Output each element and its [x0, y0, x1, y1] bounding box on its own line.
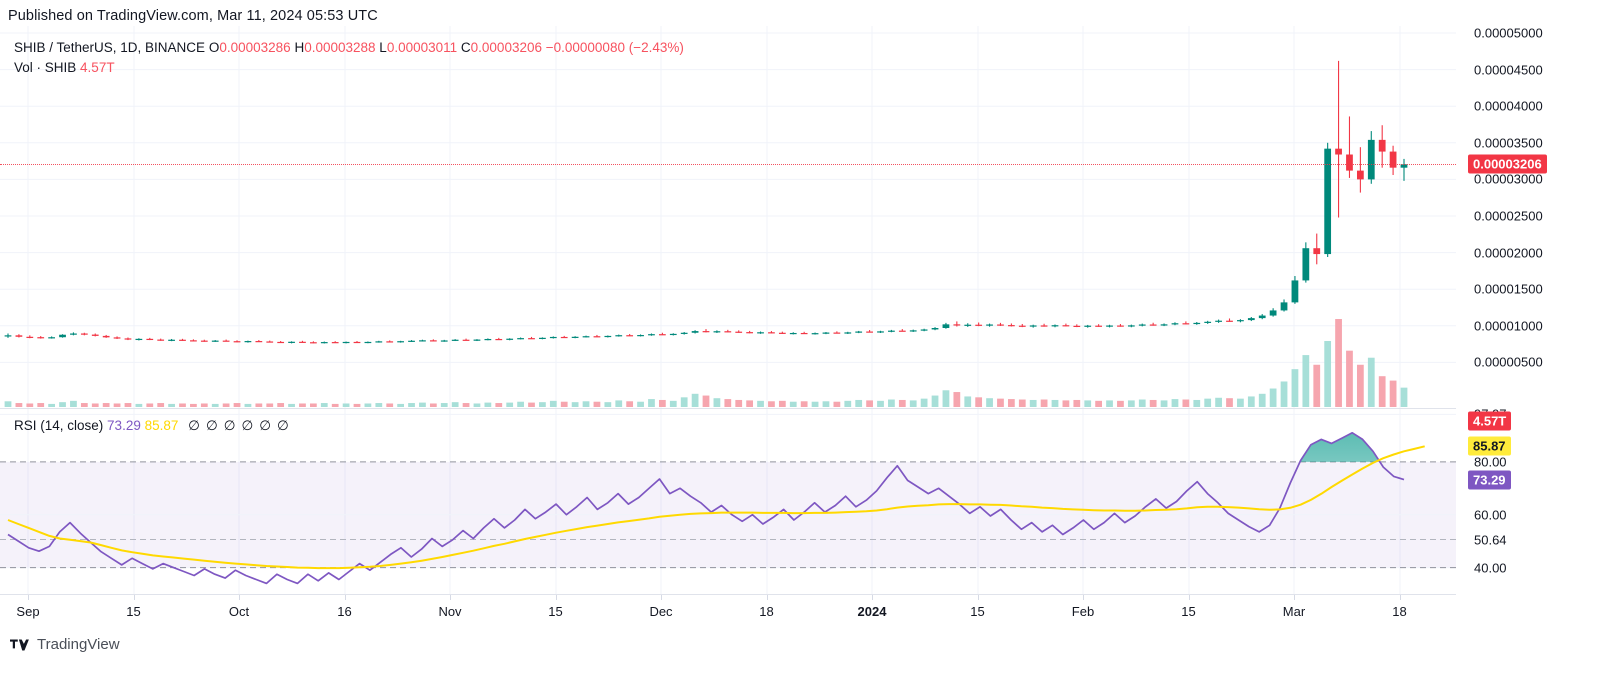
- rsi-series: [0, 413, 1456, 585]
- price-tick-label: 0.00005000: [1474, 25, 1543, 41]
- rsi-empty-value: ∅: [241, 418, 254, 433]
- rsi-empty-value: ∅: [259, 418, 271, 433]
- time-tick-label: 15: [970, 604, 985, 619]
- time-tick: [1188, 595, 1190, 600]
- time-tick-label: 2024: [857, 604, 887, 619]
- rsi-tick-label: 60.00: [1474, 507, 1507, 523]
- close-value: 0.00003206: [470, 40, 542, 55]
- price-axis[interactable]: 0.00005000 0.00004500 0.00004000 0.00003500…: [1456, 26, 1600, 626]
- price-tick-label: 0.00002000: [1474, 245, 1543, 261]
- symbol-ohlc-row: SHIB / TetherUS, 1D, BINANCE O0.00003286…: [14, 38, 684, 57]
- symbol-label[interactable]: SHIB / TetherUS, 1D, BINANCE: [14, 40, 206, 55]
- main-chart-legend: SHIB / TetherUS, 1D, BINANCE O0.00003286…: [14, 38, 684, 77]
- last-price-line: [0, 164, 1456, 166]
- price-tick-label: 0.00003500: [1474, 135, 1543, 151]
- published-caption: Published on TradingView.com, Mar 11, 20…: [8, 8, 378, 24]
- tradingview-brand-label: TradingView: [37, 636, 120, 653]
- time-tick: [450, 595, 451, 600]
- tradingview-logo-icon: [10, 638, 30, 652]
- change-value: −0.00000080 (−2.43%): [545, 40, 684, 55]
- time-tick-label: 18: [759, 604, 774, 619]
- volume-label[interactable]: Vol · SHIB: [14, 60, 77, 75]
- low-value: 0.00003011: [386, 40, 458, 55]
- time-tick: [661, 595, 662, 600]
- price-tick-label: 0.00001500: [1474, 281, 1543, 297]
- rsi-legend: RSI (14, close) 73.29 85.87 ∅ ∅ ∅ ∅ ∅ ∅: [14, 418, 289, 434]
- time-tick-label: Mar: [1282, 604, 1306, 619]
- time-tick-label: 15: [126, 604, 141, 619]
- time-tick: [766, 595, 768, 600]
- rsi-ma-value: 85.87: [144, 418, 179, 433]
- open-label: O: [208, 40, 220, 55]
- rsi-tick-label: 40.00: [1474, 560, 1507, 576]
- last-price-badge[interactable]: 0.00003206: [1468, 154, 1547, 174]
- time-tick: [1294, 595, 1295, 600]
- time-tick: [555, 595, 557, 600]
- open-value: 0.00003286: [219, 40, 291, 55]
- rsi-tick-label: 50.64: [1474, 532, 1507, 547]
- high-label: H: [294, 40, 305, 55]
- rsi-value-badge[interactable]: 73.29: [1468, 470, 1511, 490]
- time-tick: [239, 595, 240, 600]
- close-label: C: [460, 40, 471, 55]
- footer-branding: TradingView: [10, 636, 120, 653]
- volume-value: 4.57T: [80, 60, 115, 75]
- plot-area[interactable]: [0, 26, 1456, 626]
- time-tick-label: Dec: [649, 604, 673, 619]
- low-label: L: [379, 40, 387, 55]
- high-value: 0.00003288: [304, 40, 376, 55]
- time-tick-label: Sep: [16, 604, 40, 619]
- time-tick-label: Feb: [1071, 604, 1095, 619]
- time-tick-label: 15: [1181, 604, 1196, 619]
- time-tick-label: Nov: [438, 604, 462, 619]
- grid-layer: [0, 26, 1456, 594]
- price-tick-label: 0.00004000: [1474, 98, 1543, 114]
- time-tick-label: 15: [548, 604, 563, 619]
- price-tick-label: 0.00001000: [1474, 318, 1543, 334]
- rsi-tick-label: 80.00: [1474, 454, 1507, 470]
- price-tick-label: 0.00004500: [1474, 62, 1543, 78]
- price-tick-label: 0.00000500: [1474, 354, 1543, 370]
- time-tick: [977, 595, 979, 600]
- rsi-empty-value: ∅: [277, 418, 289, 433]
- volume-legend-row: Vol · SHIB 4.57T: [14, 58, 684, 77]
- time-tick: [344, 595, 346, 600]
- rsi-empty-value: ∅: [223, 418, 236, 433]
- rsi-value: 73.29: [107, 418, 141, 433]
- volume-badge[interactable]: 4.57T: [1468, 411, 1512, 431]
- rsi-empty-values: ∅ ∅ ∅ ∅ ∅ ∅: [182, 418, 289, 433]
- time-tick-label: 18: [1392, 604, 1407, 619]
- time-tick: [28, 595, 29, 600]
- rsi-ma-badge[interactable]: 85.87: [1468, 436, 1511, 456]
- price-tick-label: 0.00003000: [1474, 171, 1543, 187]
- pane-divider: [0, 408, 1600, 409]
- time-tick: [133, 595, 135, 600]
- time-tick-label: 16: [337, 604, 352, 619]
- rsi-empty-value: ∅: [205, 418, 218, 433]
- candlestick-series: [4, 60, 1408, 407]
- price-tick-label: 0.00002500: [1474, 208, 1543, 224]
- time-tick-label: Oct: [228, 604, 250, 619]
- time-axis[interactable]: Sep 15 Oct 16 Nov 15 Dec 18 2024 15 Feb 15 Mar 18: [0, 595, 1456, 626]
- rsi-title[interactable]: RSI (14, close): [14, 418, 104, 433]
- time-tick: [872, 595, 873, 600]
- rsi-empty-value: ∅: [188, 418, 200, 433]
- chart-frame: SHIB / TetherUS, 1D, BINANCE O0.00003286…: [0, 26, 1600, 626]
- time-axis-separator: [0, 594, 1600, 595]
- time-tick: [1083, 595, 1084, 600]
- time-tick: [1399, 595, 1401, 600]
